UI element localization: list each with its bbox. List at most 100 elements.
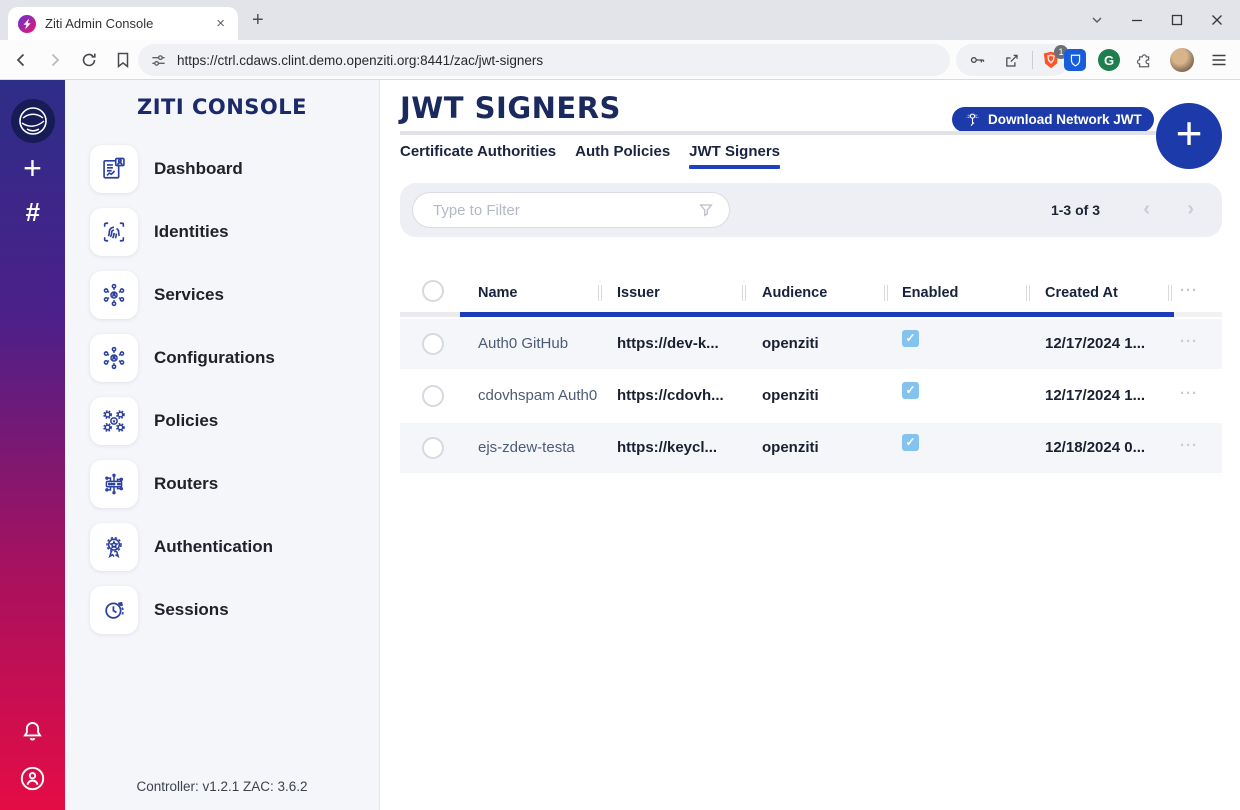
configurations-network-icon bbox=[90, 333, 138, 382]
column-header-enabled[interactable]: Enabled bbox=[902, 285, 959, 301]
filter-input[interactable] bbox=[433, 201, 697, 219]
jwt-key-icon bbox=[966, 113, 979, 127]
tab-jwt-signers[interactable]: JWT Signers bbox=[689, 143, 781, 169]
row-checkbox[interactable] bbox=[422, 333, 444, 355]
tab-title: Ziti Admin Console bbox=[45, 16, 154, 31]
extensions-puzzle-icon[interactable] bbox=[1132, 47, 1158, 73]
pagination-count: 1-3 of 3 bbox=[1050, 202, 1100, 218]
window-close-button[interactable] bbox=[1210, 13, 1224, 27]
password-key-icon[interactable] bbox=[964, 47, 990, 73]
cell-issuer: https://cdovh... bbox=[617, 387, 724, 404]
cell-audience: openziti bbox=[762, 387, 819, 404]
extensions-row: G bbox=[1064, 44, 1232, 76]
column-options-icon[interactable]: ··· bbox=[1180, 282, 1198, 299]
jwt-signers-table: Name Issuer Audience Enabled Created At … bbox=[400, 280, 1222, 473]
download-network-jwt-button[interactable]: Download Network JWT bbox=[952, 107, 1154, 132]
sidebar-item-label: Policies bbox=[154, 410, 219, 430]
authentication-badge-icon bbox=[90, 522, 138, 571]
table-header: Name Issuer Audience Enabled Created At … bbox=[400, 280, 1222, 308]
column-header-name[interactable]: Name bbox=[478, 285, 518, 301]
tab-search-chevron-icon[interactable] bbox=[1090, 13, 1104, 27]
sidebar-item-services[interactable]: Services bbox=[65, 263, 379, 326]
table-row[interactable]: Auth0 GitHub https://dev-k... openziti ✓… bbox=[400, 319, 1222, 369]
omnibox-tools: 1 bbox=[956, 44, 1069, 76]
tab-auth-policies[interactable]: Auth Policies bbox=[575, 143, 671, 160]
download-button-label: Download Network JWT bbox=[988, 112, 1142, 127]
sessions-clock-icon bbox=[90, 585, 138, 634]
console-title: ZITI CONSOLE bbox=[136, 95, 308, 119]
sidebar-item-policies[interactable]: Policies bbox=[65, 389, 379, 452]
row-actions-icon[interactable]: ··· bbox=[1180, 437, 1198, 454]
table-header-underline bbox=[400, 312, 1222, 317]
enabled-checkbox[interactable]: ✓ bbox=[902, 382, 919, 399]
enabled-checkbox[interactable]: ✓ bbox=[902, 434, 919, 451]
sidebar-item-routers[interactable]: Routers bbox=[65, 452, 379, 515]
grammarly-icon[interactable]: G bbox=[1098, 49, 1120, 71]
sidebar-nav: Dashboard Identities bbox=[65, 137, 379, 641]
bookmark-icon[interactable] bbox=[110, 47, 136, 73]
row-checkbox[interactable] bbox=[422, 437, 444, 459]
tab-close-icon[interactable]: × bbox=[216, 15, 225, 32]
sidebar-item-identities[interactable]: Identities bbox=[65, 200, 379, 263]
section-tabs: Certificate Authorities Auth Policies JW… bbox=[400, 143, 781, 169]
ziti-logo-icon[interactable] bbox=[11, 99, 55, 143]
reload-button[interactable] bbox=[76, 47, 102, 73]
window-minimize-button[interactable] bbox=[1130, 13, 1144, 27]
cell-name: Auth0 GitHub bbox=[478, 335, 569, 352]
row-checkbox[interactable] bbox=[422, 385, 444, 407]
filter-input-wrap bbox=[412, 192, 730, 228]
table-row[interactable]: ejs-zdew-testa https://keycl... openziti… bbox=[400, 423, 1222, 473]
rail-hash-button[interactable]: # bbox=[25, 197, 40, 227]
rail-add-button[interactable]: + bbox=[23, 150, 42, 186]
routers-icon bbox=[90, 459, 138, 508]
sidebar-item-label: Services bbox=[154, 284, 224, 304]
version-footer: Controller: v1.2.1 ZAC: 3.6.2 bbox=[136, 779, 308, 794]
forward-button[interactable] bbox=[42, 47, 68, 73]
sidebar-item-label: Routers bbox=[154, 473, 219, 493]
sidebar-item-label: Identities bbox=[154, 221, 229, 241]
enabled-checkbox[interactable]: ✓ bbox=[902, 330, 919, 347]
sidebar-item-dashboard[interactable]: Dashboard bbox=[65, 137, 379, 200]
table-row[interactable]: cdovhspam Auth0 https://cdovh... openzit… bbox=[400, 371, 1222, 421]
column-header-audience[interactable]: Audience bbox=[762, 285, 828, 301]
sidebar-item-authentication[interactable]: Authentication bbox=[65, 515, 379, 578]
address-bar[interactable]: https://ctrl.cdaws.clint.demo.openziti.o… bbox=[138, 44, 950, 76]
select-all-checkbox[interactable] bbox=[422, 280, 444, 302]
add-jwt-signer-button[interactable]: + bbox=[1156, 103, 1222, 169]
cell-name: cdovhspam Auth0 bbox=[478, 387, 598, 404]
sidebar: ZITI CONSOLE Dashboard bbox=[65, 80, 380, 810]
pagination-prev-icon[interactable]: ‹ bbox=[1143, 198, 1150, 220]
share-icon[interactable] bbox=[998, 47, 1024, 73]
page-title: JWT SIGNERS bbox=[400, 91, 621, 125]
cell-issuer: https://dev-k... bbox=[617, 335, 719, 352]
url-text: https://ctrl.cdaws.clint.demo.openziti.o… bbox=[177, 52, 544, 68]
pagination-next-icon[interactable]: › bbox=[1187, 198, 1194, 220]
column-header-issuer[interactable]: Issuer bbox=[617, 285, 660, 301]
account-icon[interactable] bbox=[19, 765, 46, 792]
back-button[interactable] bbox=[8, 47, 34, 73]
services-network-icon bbox=[90, 270, 138, 319]
window-maximize-button[interactable] bbox=[1170, 13, 1184, 27]
active-tab-underline bbox=[689, 165, 781, 169]
filter-funnel-icon[interactable] bbox=[697, 201, 715, 219]
column-header-created-at[interactable]: Created At bbox=[1045, 285, 1118, 301]
sidebar-item-configurations[interactable]: Configurations bbox=[65, 326, 379, 389]
site-settings-icon[interactable] bbox=[150, 52, 167, 69]
tab-certificate-authorities[interactable]: Certificate Authorities bbox=[400, 143, 557, 160]
profile-avatar[interactable] bbox=[1170, 48, 1194, 72]
cell-name: ejs-zdew-testa bbox=[478, 439, 575, 456]
policies-gears-icon bbox=[90, 396, 138, 445]
row-actions-icon[interactable]: ··· bbox=[1180, 385, 1198, 402]
notifications-bell-icon[interactable] bbox=[19, 719, 46, 746]
browser-menu-icon[interactable] bbox=[1206, 47, 1232, 73]
browser-tab[interactable]: Ziti Admin Console × bbox=[8, 7, 238, 40]
sidebar-item-label: Configurations bbox=[154, 347, 275, 367]
bitwarden-icon[interactable] bbox=[1064, 49, 1086, 71]
identities-fingerprint-icon bbox=[90, 207, 138, 256]
row-actions-icon[interactable]: ··· bbox=[1180, 333, 1198, 350]
cell-created-at: 12/17/2024 1... bbox=[1045, 335, 1146, 352]
new-tab-button[interactable]: + bbox=[252, 9, 264, 31]
sidebar-item-sessions[interactable]: Sessions bbox=[65, 578, 379, 641]
brave-shield-icon[interactable]: 1 bbox=[1041, 45, 1068, 70]
header-divider bbox=[400, 131, 1222, 135]
